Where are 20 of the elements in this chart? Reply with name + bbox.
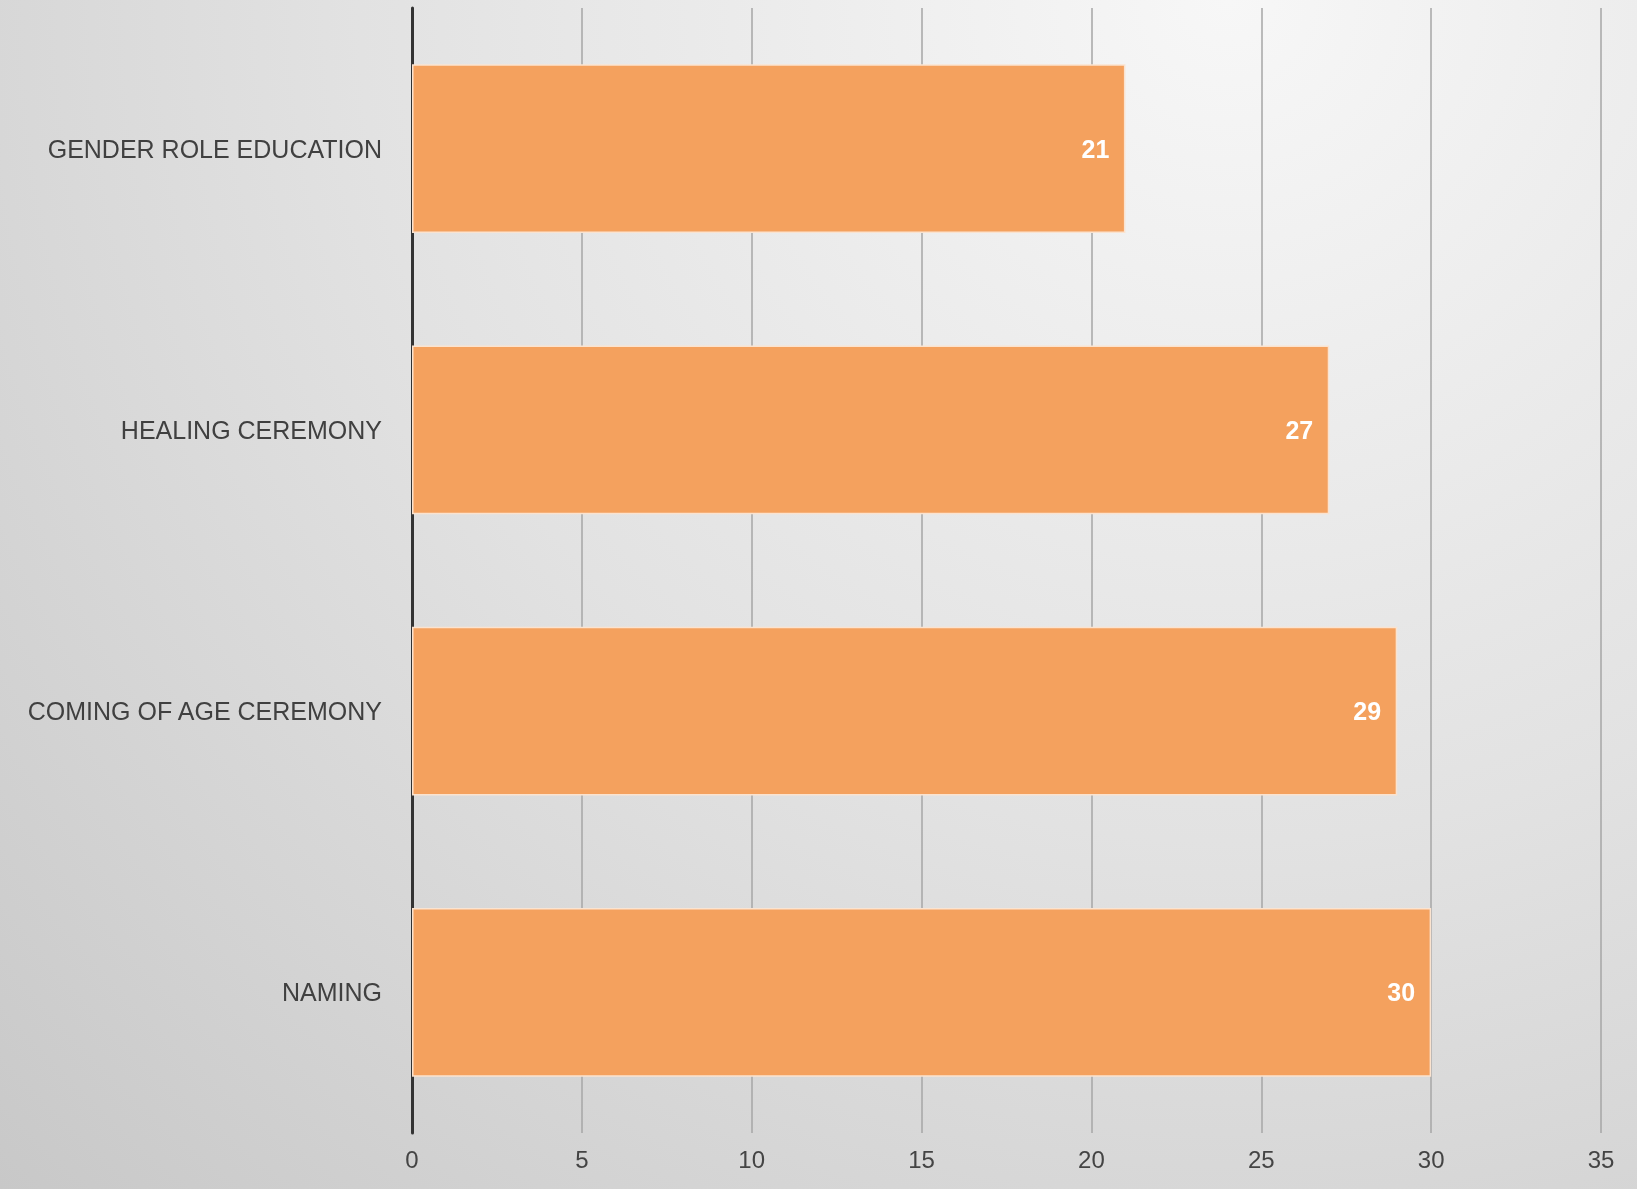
data-label: 21 xyxy=(1081,134,1110,163)
y-tick-label: HEALING CEREMONY xyxy=(120,415,383,444)
x-tick-label: 5 xyxy=(575,1145,589,1173)
x-tick-label: 0 xyxy=(405,1145,419,1173)
x-tick-label: 25 xyxy=(1247,1145,1275,1173)
data-label: 29 xyxy=(1353,697,1382,726)
bar xyxy=(412,626,1398,796)
data-label: 30 xyxy=(1387,978,1416,1007)
y-tick-label: NAMING xyxy=(282,978,382,1007)
bar xyxy=(412,908,1432,1077)
x-tick-label: 20 xyxy=(1078,1145,1105,1173)
x-tick-label: 15 xyxy=(908,1145,935,1173)
bar xyxy=(412,345,1330,515)
bar xyxy=(412,64,1126,233)
y-tick-label: GENDER ROLE EDUCATION xyxy=(47,134,382,163)
x-tick-label: 10 xyxy=(738,1145,766,1173)
data-label: 27 xyxy=(1285,415,1314,444)
y-tick-label: COMING OF AGE CEREMONY xyxy=(27,697,383,726)
x-tick-label: 35 xyxy=(1587,1145,1615,1173)
x-tick-label: 30 xyxy=(1417,1145,1445,1173)
